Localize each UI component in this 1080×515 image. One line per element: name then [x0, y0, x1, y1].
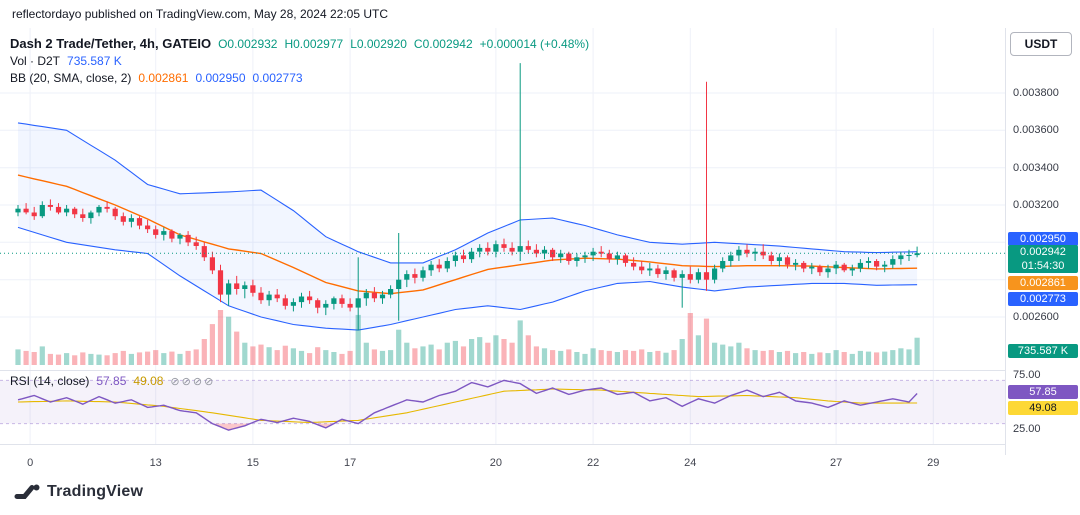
grid-layer — [0, 28, 1005, 444]
time-axis-label: 0 — [27, 457, 34, 469]
ohlc-high: H0.002977 — [284, 37, 344, 51]
time-axis-label: 24 — [684, 457, 697, 469]
axis-badge-bb-upper: 0.002950 — [1008, 232, 1078, 246]
ohlc-low: L0.002920 — [350, 37, 407, 51]
time-axis-label: 22 — [586, 457, 600, 469]
bb-legend: BB (20, SMA, close, 2) 0.002861 0.002950 0.… — [10, 71, 310, 85]
price-axis-label: 0.003800 — [1013, 87, 1059, 99]
last-price-value: 0.002942 — [1020, 246, 1066, 258]
candles-layer — [15, 63, 920, 331]
tradingview-logo-icon — [14, 484, 40, 499]
axis-badge-bb-lower: 0.002773 — [1008, 292, 1078, 306]
bollinger-layer — [17, 122, 918, 331]
currency-toggle-button[interactable]: USDT — [1010, 32, 1072, 56]
time-axis-label: 20 — [489, 457, 503, 469]
time-axis[interactable]: 0 13 15 17 20 22 24 27 29 — [0, 455, 1005, 473]
symbol-title[interactable]: Dash 2 Trade/Tether, 4h, GATEIO — [10, 36, 212, 51]
rsi-axis-label: 25.00 — [1013, 423, 1041, 435]
time-axis-label: 15 — [246, 457, 260, 469]
volume-legend: Vol · D2T 735.587 K — [10, 54, 129, 68]
bb-label[interactable]: BB (20, SMA, close, 2) — [10, 71, 132, 85]
volume-value: 735.587 K — [67, 54, 122, 68]
price-axis-label: 0.003200 — [1013, 199, 1059, 211]
tradingview-logo-text: TradingView — [47, 483, 144, 500]
axis-badge-rsi: 57.85 — [1008, 385, 1078, 399]
time-axis-label: 27 — [829, 457, 843, 469]
rsi-value: 57.85 — [96, 374, 127, 388]
countdown-timer: 01:54:30 — [1021, 260, 1065, 272]
time-axis-label: 13 — [149, 457, 162, 469]
rsi-ma-value: 49.08 — [133, 374, 164, 388]
axis-badge-last-price: 0.002942 01:54:30 — [1008, 245, 1078, 273]
price-axis-label: 0.002600 — [1013, 311, 1059, 323]
price-axis-label: 0.003600 — [1013, 124, 1059, 137]
publish-line: reflectordayo published on TradingView.c… — [12, 7, 388, 21]
ohlc-open: O0.002932 — [218, 37, 278, 51]
bb-upper-value: 0.002950 — [195, 71, 246, 85]
rsi-axis-label: 75.00 — [1013, 369, 1041, 381]
rsi-action-icon[interactable]: ⊘ — [181, 376, 191, 388]
axis-badge-bb-basis: 0.002861 — [1008, 276, 1078, 290]
tradingview-logo[interactable]: TradingView — [14, 483, 143, 501]
rsi-pane — [0, 379, 1005, 431]
bb-lower-value: 0.002773 — [252, 71, 303, 85]
change-value: +0.000014 (+0.48%) — [479, 37, 590, 51]
rsi-action-icon[interactable]: ⊘ — [170, 376, 180, 388]
price-axis-label: 0.003400 — [1013, 161, 1059, 174]
bb-basis-value: 0.002861 — [138, 71, 189, 85]
axis-badge-rsi-ma: 49.08 — [1008, 401, 1078, 415]
ohlc-close: C0.002942 — [413, 37, 473, 51]
volume-label[interactable]: Vol · D2T — [10, 54, 61, 68]
rsi-legend: RSI (14, close) 57.85 49.08 ⊘ ⊘ ⊘ ⊘ — [10, 374, 215, 388]
time-axis-label: 17 — [343, 457, 357, 469]
volume-layer — [15, 310, 920, 365]
axis-badge-volume: 735.587 K — [1008, 344, 1078, 358]
rsi-action-icon[interactable]: ⊘ — [192, 376, 203, 388]
rsi-label[interactable]: RSI (14, close) — [10, 374, 90, 388]
rsi-action-icon[interactable]: ⊘ — [204, 376, 214, 388]
right-price-axis[interactable]: USDT 0.003800 0.003600 0.003400 0.003200 0.0… — [1005, 28, 1080, 455]
chart-canvas[interactable] — [0, 28, 1005, 455]
time-axis-label: 29 — [927, 457, 940, 469]
symbol-legend: Dash 2 Trade/Tether, 4h, GATEIO O0.002932… — [10, 36, 596, 51]
